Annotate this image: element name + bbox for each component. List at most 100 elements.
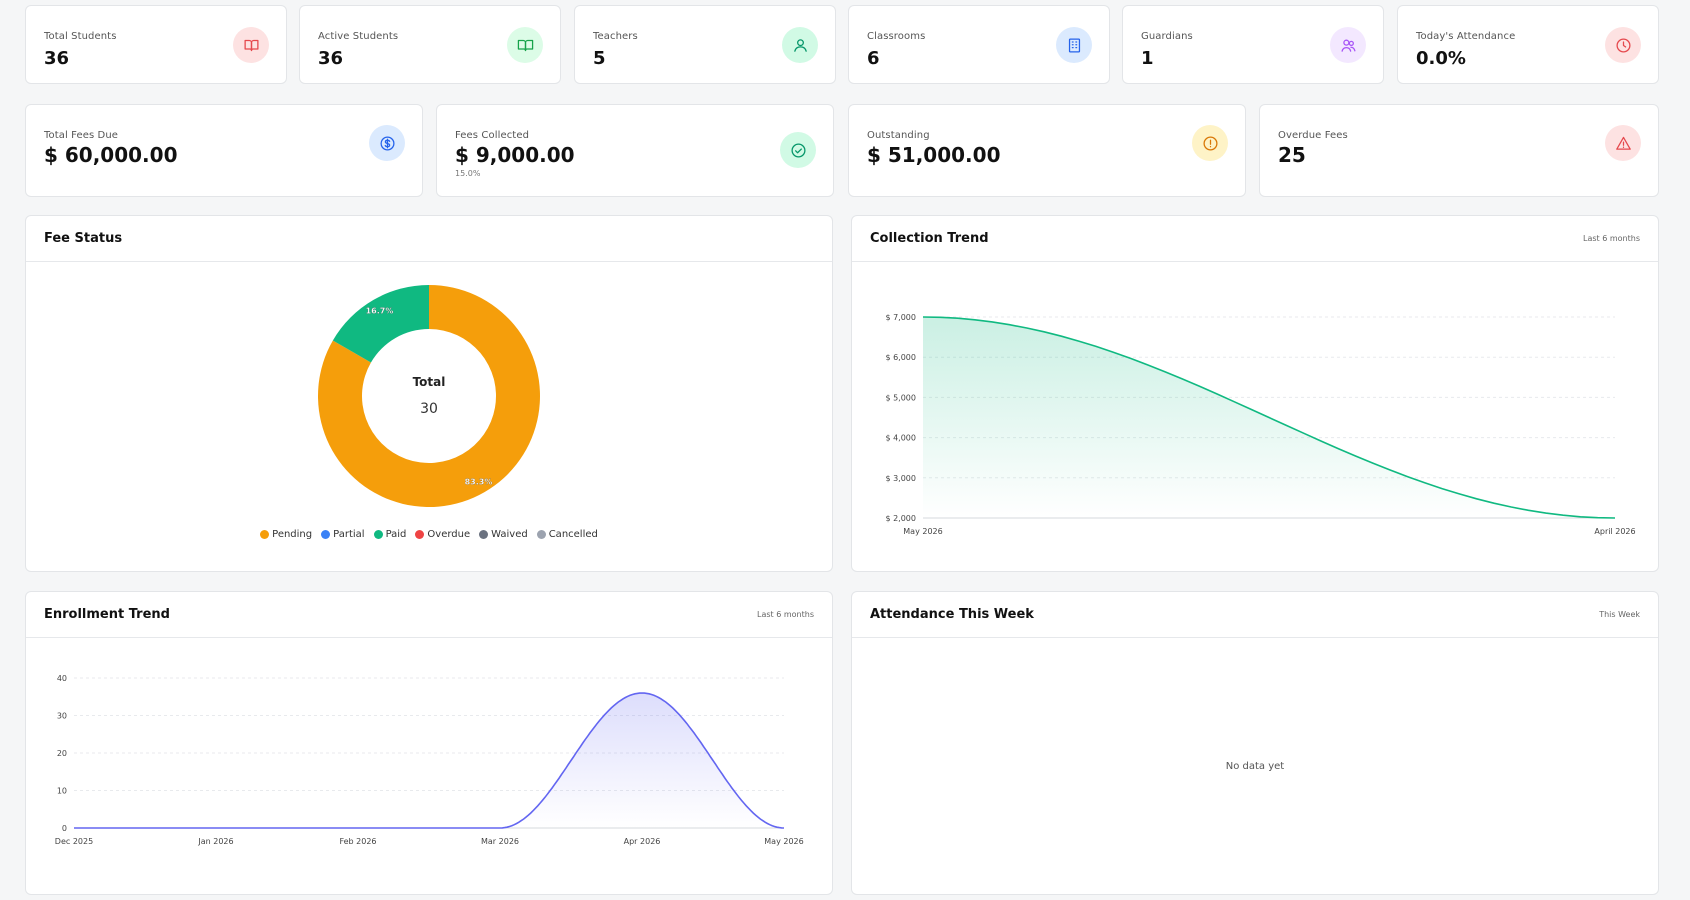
legend-item[interactable]: Paid: [373, 529, 407, 540]
stat-card-fees-collected: Fees Collected $ 9,000.00 15.0%: [436, 104, 834, 197]
donut-center-label: Total: [413, 375, 446, 389]
legend-item[interactable]: Waived: [479, 529, 528, 540]
stat-card-classrooms: Classrooms 6: [848, 5, 1110, 84]
enrollment-trend-chart: 40 30 20 10 0 Dec 2025 Jan 2026 Feb 2026 Mar 202…: [55, 674, 804, 846]
panel-header: Enrollment Trend Last 6 months: [26, 592, 832, 638]
guardians-icon: [1330, 27, 1366, 63]
donut-slice-pending[interactable]: [318, 285, 540, 507]
stat-value: 25: [1278, 143, 1306, 167]
stat-label: Classrooms: [867, 31, 926, 42]
stat-value: 36: [44, 48, 70, 69]
y-tick-label: $ 5,000: [885, 393, 916, 402]
panel-header: Collection Trend Last 6 months: [852, 216, 1658, 262]
clock-icon: [1605, 27, 1641, 63]
stat-card-overdue-fees: Overdue Fees 25: [1259, 104, 1659, 197]
y-tick-label: $ 6,000: [885, 353, 916, 362]
stat-label: Total Students: [44, 31, 117, 42]
y-tick-label: $ 4,000: [885, 434, 916, 443]
x-tick-label: Dec 2025: [55, 837, 93, 846]
x-tick-label: Feb 2026: [339, 837, 376, 846]
empty-state-text: No data yet: [1225, 761, 1285, 772]
stat-sub: 15.0%: [455, 169, 481, 178]
y-tick-label: $ 3,000: [885, 474, 916, 483]
stat-value: 5: [593, 48, 606, 69]
stat-value: 36: [318, 48, 344, 69]
legend-swatch: [415, 530, 425, 539]
enrollment-trend-panel: Enrollment Trend Last 6 months 40 30 20 10 0…: [25, 591, 833, 895]
stat-value: $ 9,000.00: [455, 143, 575, 167]
legend-swatch: [373, 530, 383, 539]
fee-status-panel: Fee Status Total 30 83.3% 16.7% Pending Pa…: [25, 215, 833, 572]
series-line: [74, 692, 785, 829]
legend-item[interactable]: Cancelled: [536, 529, 598, 540]
legend-label: Overdue: [427, 529, 471, 540]
panel-subtitle: Last 6 months: [1583, 234, 1640, 243]
alert-circle-icon: [1192, 125, 1228, 161]
fee-status-donut-chart: Total 30 83.3% 16.7%: [318, 285, 540, 507]
stat-value: $ 60,000.00: [44, 143, 178, 167]
x-tick-label: April 2026: [1594, 527, 1635, 536]
legend-swatch: [260, 530, 270, 539]
stat-card-teachers: Teachers 5: [574, 5, 836, 84]
stat-label: Active Students: [318, 31, 399, 42]
x-tick-label: Apr 2026: [624, 837, 661, 846]
legend-label: Waived: [491, 529, 528, 540]
stat-value: 0.0%: [1416, 48, 1466, 69]
legend-label: Cancelled: [548, 529, 598, 540]
legend-item[interactable]: Pending: [260, 529, 312, 540]
stat-label: Total Fees Due: [44, 130, 119, 141]
collection-trend-panel: Collection Trend Last 6 months $ 7,000 $ …: [851, 215, 1659, 572]
check-circle-icon: [780, 132, 816, 168]
y-tick-label: $ 2,000: [885, 514, 916, 523]
stat-card-total-students: Total Students 36: [25, 5, 287, 84]
x-tick-label: Jan 2026: [197, 837, 233, 846]
donut-slice-label: 16.7%: [366, 306, 394, 315]
alert-triangle-icon: [1605, 125, 1641, 161]
area-fill: [74, 693, 784, 828]
book-open-icon: [507, 27, 543, 63]
panel-subtitle: Last 6 months: [757, 610, 814, 619]
legend-item[interactable]: Overdue: [415, 529, 470, 540]
donut-slices: [318, 285, 540, 507]
stat-card-outstanding: Outstanding $ 51,000.00: [848, 104, 1246, 197]
donut-slice-paid[interactable]: [332, 285, 429, 363]
donut-center-value: 30: [420, 401, 438, 417]
panel-title: Attendance This Week: [870, 607, 1034, 622]
y-tick-label: 30: [57, 712, 67, 721]
panel-title: Fee Status: [44, 231, 123, 246]
x-tick-label: May 2026: [764, 837, 803, 846]
book-icon: [233, 27, 269, 63]
x-tick-label: May 2026: [903, 527, 942, 536]
stat-card-total-fees-due: Total Fees Due $ 60,000.00: [25, 104, 423, 197]
stat-label: Guardians: [1141, 31, 1193, 42]
stat-value: $ 51,000.00: [867, 143, 1001, 167]
donut-slice-label: 83.3%: [465, 478, 493, 487]
y-tick-label: 20: [57, 749, 67, 758]
stat-label: Fees Collected: [455, 130, 530, 141]
panel-header: Fee Status: [26, 216, 832, 262]
attendance-week-panel: Attendance This Week This Week No data y…: [851, 591, 1659, 895]
y-tick-label: 0: [62, 824, 67, 833]
fee-status-legend: Pending Partial Paid Overdue Waived Cancelled: [26, 529, 832, 540]
y-tick-label: $ 7,000: [885, 313, 916, 322]
stat-card-guardians: Guardians 1: [1122, 5, 1384, 84]
dollar-icon: [369, 125, 405, 161]
legend-label: Paid: [385, 529, 407, 540]
building-icon: [1056, 27, 1092, 63]
panel-header: Attendance This Week This Week: [852, 592, 1658, 638]
y-tick-label: 40: [57, 674, 67, 683]
legend-swatch: [536, 530, 546, 539]
stat-label: Overdue Fees: [1278, 130, 1348, 141]
stat-value: 6: [867, 48, 880, 69]
panel-subtitle: This Week: [1599, 610, 1640, 619]
legend-item[interactable]: Partial: [321, 529, 365, 540]
collection-trend-chart: $ 7,000 $ 6,000 $ 5,000 $ 4,000 $ 3,000 $ 2,0…: [885, 313, 1635, 536]
legend-label: Partial: [333, 529, 365, 540]
legend-swatch: [321, 530, 331, 539]
users-icon: [782, 27, 818, 63]
series-line: [922, 316, 1616, 519]
stat-label: Teachers: [593, 31, 638, 42]
x-tick-label: Mar 2026: [481, 837, 519, 846]
stat-card-active-students: Active Students 36: [299, 5, 561, 84]
